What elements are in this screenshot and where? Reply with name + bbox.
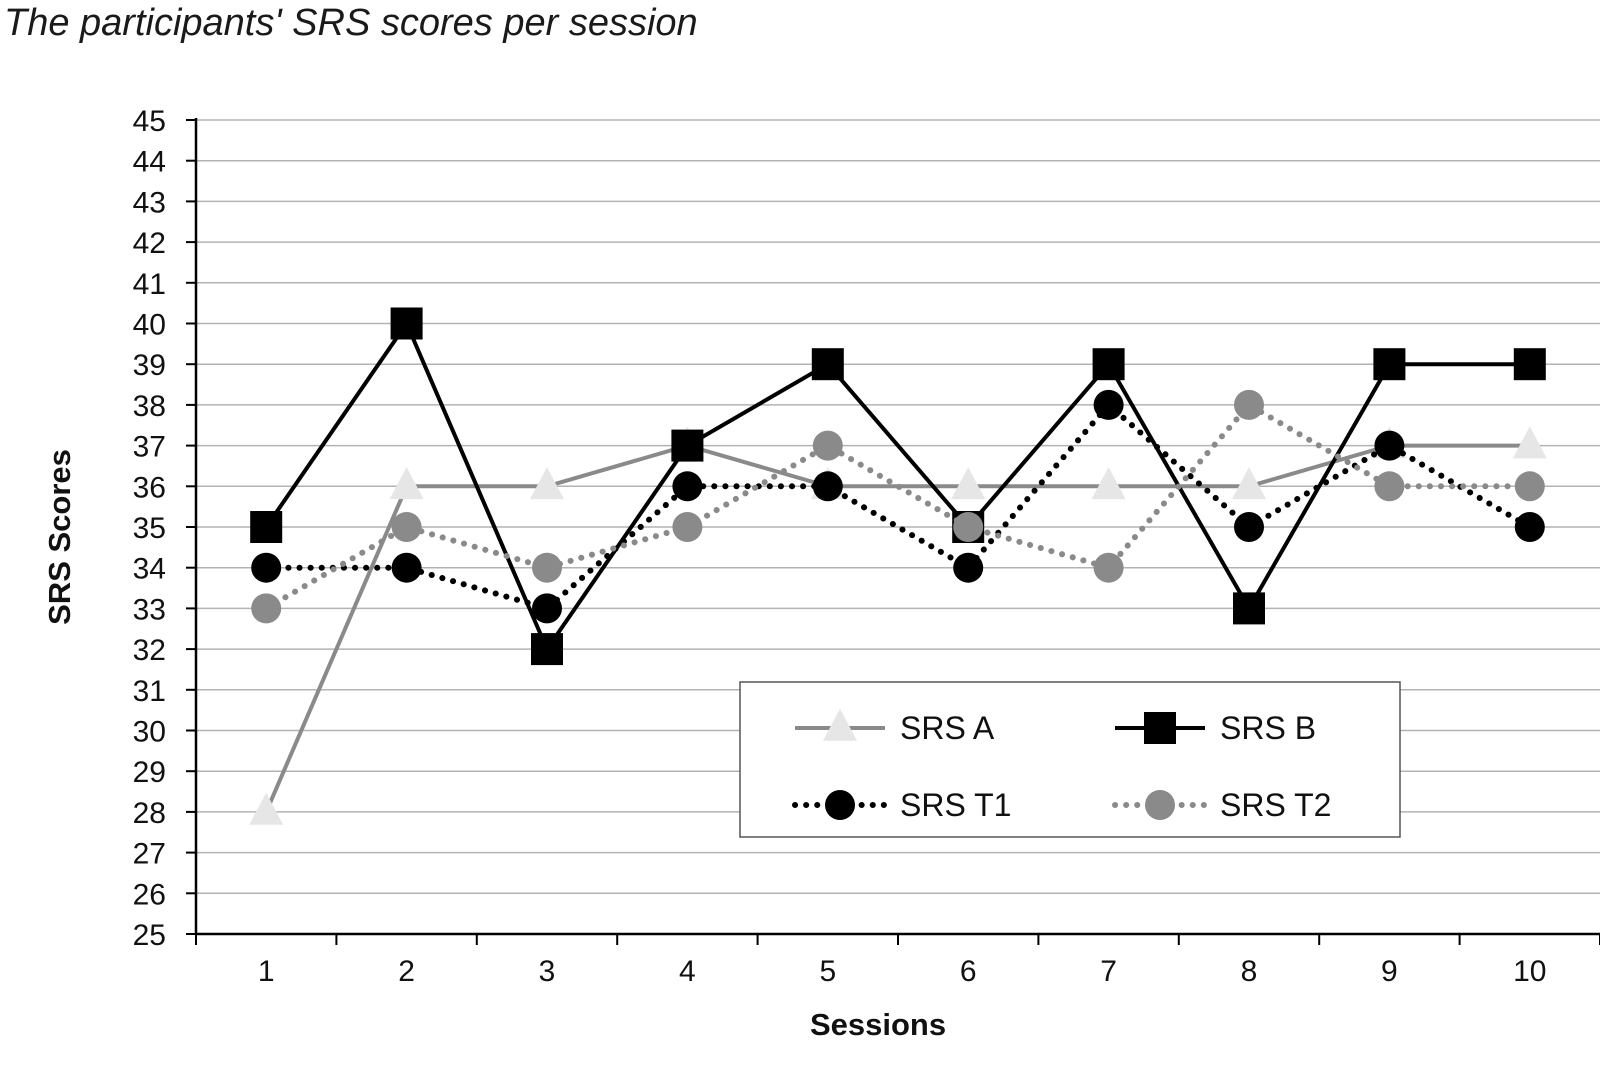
y-tick-label: 30 [133, 716, 166, 749]
y-axis-title: SRS Scores [42, 449, 77, 625]
series-line [263, 400, 1533, 612]
y-tick-label: 45 [133, 105, 166, 138]
data-point [672, 512, 703, 542]
data-point [1232, 467, 1266, 500]
series-line [264, 319, 1530, 654]
data-point [1093, 389, 1124, 420]
legend-item: SRS A [795, 708, 995, 746]
data-point [1093, 552, 1124, 583]
y-tick-label: 27 [133, 838, 166, 871]
legend-item: SRS T2 [1112, 787, 1331, 823]
y-tick-label: 40 [133, 309, 166, 342]
legend-item: SRS B [1115, 710, 1316, 746]
data-point [250, 511, 283, 543]
chart-title: The participants' SRS scores per session [4, 2, 698, 44]
data-point [389, 467, 424, 500]
data-point [1091, 467, 1126, 500]
data-point [671, 429, 704, 462]
axes: 2526272829303132333435363738394041424344… [133, 105, 1600, 988]
series-srs-t1 [251, 389, 1545, 624]
y-tick-label: 25 [133, 919, 166, 952]
y-tick-label: 38 [133, 390, 166, 423]
y-tick-label: 31 [133, 675, 166, 708]
x-tick-label: 7 [1100, 955, 1117, 988]
data-point [249, 792, 284, 825]
data-point [251, 552, 282, 583]
x-tick-label: 3 [539, 955, 556, 988]
data-point [953, 512, 984, 542]
data-point [812, 471, 843, 502]
legend-label: SRS T2 [1220, 787, 1331, 823]
legend-marker [1145, 790, 1175, 820]
legend-item: SRS T1 [792, 787, 1011, 823]
legend-label: SRS A [900, 710, 995, 746]
y-tick-label: 44 [133, 146, 166, 179]
data-point [532, 593, 562, 624]
y-tick-label: 29 [133, 756, 166, 789]
y-tick-label: 32 [133, 634, 166, 667]
data-point [1514, 512, 1545, 542]
data-point [1512, 426, 1547, 459]
y-tick-label: 33 [133, 593, 166, 626]
data-point [812, 430, 843, 461]
data-point [953, 552, 984, 583]
data-point [1514, 471, 1545, 502]
x-tick-label: 9 [1381, 955, 1398, 988]
legend-label: SRS B [1220, 710, 1316, 746]
x-tick-label: 2 [398, 955, 415, 988]
x-tick-label: 4 [679, 955, 696, 988]
x-tick-label: 1 [258, 955, 275, 988]
legend: SRS A SRS B SRS T1 SRS T2 [739, 681, 1401, 838]
y-tick-label: 35 [133, 512, 166, 545]
legend-marker [1144, 712, 1176, 744]
legend-label: SRS T1 [900, 787, 1011, 823]
data-point [1373, 348, 1406, 381]
series-line [263, 401, 1533, 612]
data-point [1234, 512, 1264, 542]
y-tick-label: 39 [133, 349, 166, 382]
data-point [391, 512, 422, 542]
data-point [1234, 389, 1264, 420]
data-point [530, 467, 564, 500]
data-point [390, 307, 423, 340]
x-tick-label: 10 [1513, 955, 1546, 988]
y-tick-label: 43 [133, 186, 166, 219]
data-point [1513, 348, 1546, 381]
data-point [1374, 471, 1405, 502]
series-srs-t2 [251, 389, 1545, 624]
x-tick-label: 5 [819, 955, 836, 988]
data-point [1092, 348, 1125, 381]
data-point [251, 593, 282, 624]
y-tick-label: 34 [133, 553, 166, 586]
y-tick-label: 41 [133, 268, 166, 301]
data-point [811, 348, 844, 381]
data-point [391, 552, 422, 583]
data-point [532, 552, 562, 583]
data-point [1374, 430, 1405, 461]
legend-marker [823, 708, 857, 741]
data-point [1233, 592, 1265, 625]
y-tick-label: 36 [133, 471, 166, 504]
data-point [672, 471, 703, 502]
x-axis-title: Sessions [810, 1007, 946, 1042]
series-layer [249, 307, 1547, 825]
data-point [951, 467, 986, 500]
y-tick-label: 28 [133, 797, 166, 830]
y-tick-label: 42 [133, 227, 166, 260]
y-tick-label: 26 [133, 878, 166, 911]
x-tick-label: 8 [1241, 955, 1258, 988]
x-tick-label: 6 [960, 955, 977, 988]
data-point [531, 633, 563, 666]
legend-marker [825, 790, 855, 820]
y-tick-label: 37 [133, 431, 166, 464]
